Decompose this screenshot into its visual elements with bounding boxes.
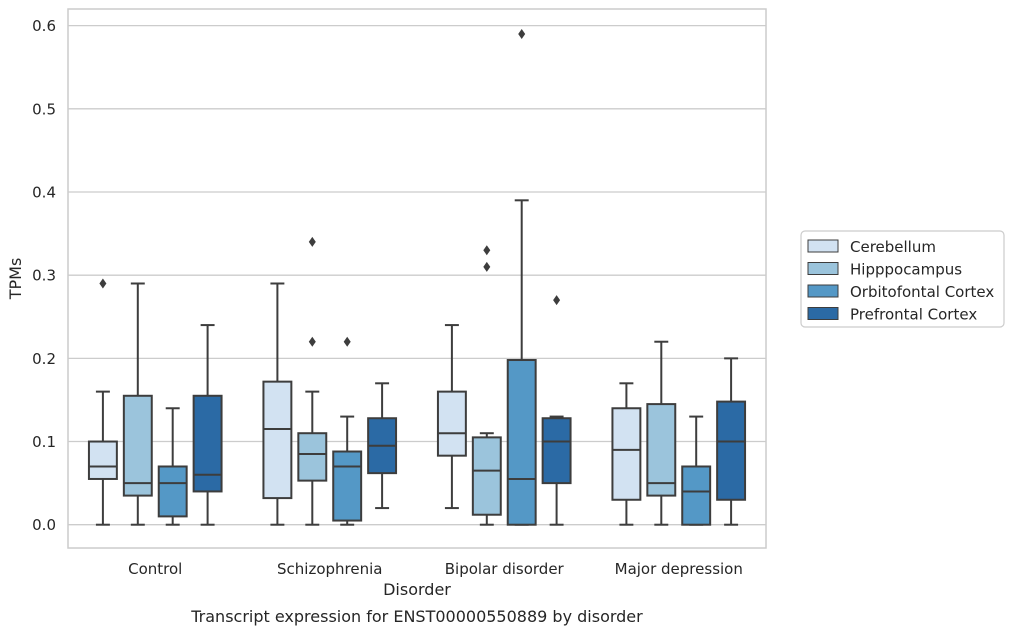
box-hipppocampus [122, 282, 153, 526]
box-iqr [681, 465, 712, 526]
legend-label: Orbitofontal Cortex [850, 283, 994, 301]
box-orbitofontal-cortex [506, 28, 537, 526]
y-tick-label: 0.2 [32, 350, 56, 368]
y-tick-label: 0.6 [32, 17, 56, 35]
outlier-point [99, 278, 107, 289]
box-iqr [122, 394, 153, 497]
y-tick-label: 0.5 [32, 100, 56, 118]
legend: Cerebellum Hipppocampus Orbitofontal Corte… [800, 230, 1005, 328]
legend-swatch [807, 307, 839, 320]
box-orbitofontal-cortex [681, 415, 712, 526]
box-iqr [297, 432, 328, 482]
outlier-point [308, 236, 316, 247]
box-iqr [436, 390, 467, 457]
x-tick-label: Schizophrenia [277, 560, 382, 578]
legend-label: Hipppocampus [850, 261, 962, 279]
box-orbitofontal-cortex [157, 407, 188, 526]
box-iqr [471, 436, 502, 516]
x-tick-label: Bipolar disorder [445, 560, 565, 578]
box-prefrontal-cortex [716, 357, 747, 526]
box-iqr [716, 400, 747, 501]
box-iqr [157, 465, 188, 518]
box-hipppocampus [297, 236, 328, 526]
y-tick-label: 0.1 [32, 433, 56, 451]
box-prefrontal-cortex [192, 324, 223, 526]
outlier-point [553, 295, 561, 306]
outlier-point [308, 336, 316, 347]
outlier-point [518, 28, 526, 39]
y-tick-labels: 0.0 0.1 0.2 0.3 0.4 0.5 0.6 [32, 17, 56, 534]
y-axis-label: TPMs [6, 258, 25, 301]
legend-frame [800, 230, 1005, 328]
box-cerebellum [262, 282, 293, 526]
box-iqr [262, 380, 293, 500]
outlier-point [483, 245, 491, 256]
box-iqr [87, 440, 118, 480]
legend-label: Prefrontal Cortex [850, 306, 977, 324]
legend-swatch [807, 262, 839, 275]
box-iqr [192, 394, 223, 493]
chart-caption: Transcript expression for ENST0000055088… [190, 607, 643, 626]
gridlines [68, 24, 766, 526]
y-tick-label: 0.4 [32, 183, 56, 201]
x-tick-label: Control [128, 560, 182, 578]
legend-swatch [807, 239, 839, 253]
box-hipppocampus [646, 340, 677, 526]
box-iqr [646, 403, 677, 497]
box-cerebellum [436, 324, 467, 510]
box-cerebellum [611, 382, 642, 526]
x-axis-label: Disorder [383, 580, 451, 599]
legend-swatch [807, 284, 839, 298]
y-tick-label: 0.3 [32, 267, 56, 285]
plot-frame [67, 8, 767, 549]
box-prefrontal-cortex [367, 382, 398, 510]
box-hipppocampus [471, 245, 502, 526]
x-tick-label: Major depression [615, 560, 743, 578]
box-iqr [332, 450, 363, 522]
outlier-point [483, 261, 491, 272]
box-orbitofontal-cortex [332, 336, 363, 526]
legend-label: Cerebellum [850, 238, 936, 256]
box-iqr [506, 359, 537, 526]
box-iqr [541, 417, 572, 485]
y-tick-label: 0.0 [32, 516, 56, 534]
box-prefrontal-cortex [541, 295, 572, 526]
box-cerebellum [87, 278, 118, 526]
outlier-point [343, 336, 351, 347]
x-tick-labels: Control Schizophrenia Bipolar disorder Majo… [128, 560, 743, 578]
box-iqr [611, 407, 642, 501]
plot-boxes [87, 28, 747, 526]
